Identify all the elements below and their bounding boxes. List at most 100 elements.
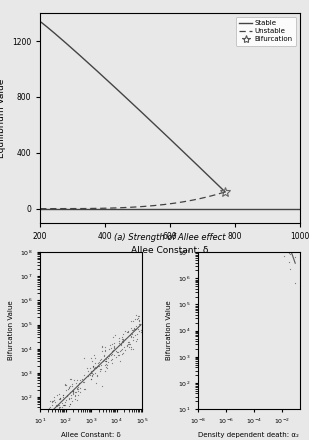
Point: [45, 409, 50, 416]
Point: [133, 312, 138, 319]
Point: [48, 420, 53, 427]
Point: [251, 145, 256, 152]
Point: [38, 414, 43, 422]
Point: [96, 358, 101, 365]
Point: [268, 167, 273, 174]
Point: [72, 392, 77, 399]
Point: [205, 23, 210, 30]
Point: [44, 417, 49, 424]
Point: [210, 44, 215, 51]
Point: [55, 406, 60, 413]
Point: [53, 418, 58, 425]
Point: [42, 425, 47, 433]
Point: [230, 91, 235, 98]
Point: [84, 364, 89, 371]
Point: [202, 15, 207, 22]
Point: [269, 219, 273, 226]
Point: [238, 104, 243, 111]
Point: [227, 98, 232, 105]
Point: [62, 398, 67, 405]
Point: [136, 312, 141, 319]
Point: [66, 384, 71, 391]
Point: [259, 157, 264, 164]
Point: [257, 172, 262, 180]
Point: [241, 102, 246, 109]
Point: [101, 353, 106, 360]
Point: [70, 387, 74, 394]
Point: [131, 333, 136, 340]
Point: [234, 80, 239, 87]
Point: [248, 120, 252, 127]
Point: [268, 190, 273, 197]
Point: [76, 385, 81, 392]
Point: [202, 0, 207, 5]
Point: [69, 376, 74, 383]
Point: [133, 315, 138, 322]
Point: [91, 367, 96, 374]
Point: [254, 115, 259, 122]
Point: [81, 354, 86, 361]
Point: [49, 414, 54, 421]
Point: [47, 403, 52, 410]
Point: [217, 44, 222, 51]
Point: [91, 364, 96, 371]
Point: [70, 397, 75, 404]
Point: [75, 386, 80, 393]
Point: [235, 118, 239, 125]
Point: [41, 422, 46, 429]
Point: [245, 120, 250, 127]
Point: [287, 250, 292, 257]
Point: [44, 413, 49, 420]
Point: [266, 177, 271, 184]
Point: [211, 40, 216, 48]
Point: [260, 142, 265, 149]
Point: [119, 341, 124, 348]
Point: [229, 101, 234, 108]
Point: [242, 114, 247, 121]
Point: [100, 343, 105, 350]
Point: [124, 329, 129, 336]
Point: [109, 357, 114, 364]
Point: [115, 348, 120, 356]
Point: [228, 87, 233, 94]
Point: [281, 238, 286, 245]
Point: [284, 233, 289, 240]
Point: [120, 338, 125, 345]
Point: [129, 329, 133, 336]
Point: [201, 4, 205, 11]
Point: [60, 393, 65, 400]
Point: [256, 171, 261, 178]
Point: [198, 2, 203, 9]
Point: [49, 414, 54, 422]
Point: [103, 361, 108, 368]
Point: [218, 51, 223, 58]
Point: [120, 334, 125, 341]
Point: [95, 372, 100, 379]
Point: [234, 76, 239, 83]
Point: [96, 363, 101, 370]
Point: [213, 31, 218, 38]
Point: [213, 48, 218, 55]
Point: [64, 391, 69, 398]
Point: [231, 80, 235, 87]
Point: [100, 358, 105, 365]
Point: [270, 226, 275, 233]
Point: [215, 42, 220, 49]
Point: [288, 241, 293, 248]
Point: [105, 353, 110, 360]
Point: [122, 346, 127, 353]
Point: [250, 115, 255, 122]
Point: [41, 414, 46, 421]
Point: [75, 384, 80, 391]
Point: [222, 32, 227, 39]
Point: [254, 126, 259, 133]
Point: [107, 341, 112, 348]
Point: [231, 83, 236, 90]
Point: [65, 393, 70, 400]
Point: [75, 388, 80, 395]
Point: [54, 406, 59, 413]
Point: [137, 320, 142, 327]
Point: [66, 395, 71, 402]
Point: [138, 320, 143, 327]
Point: [129, 317, 133, 324]
